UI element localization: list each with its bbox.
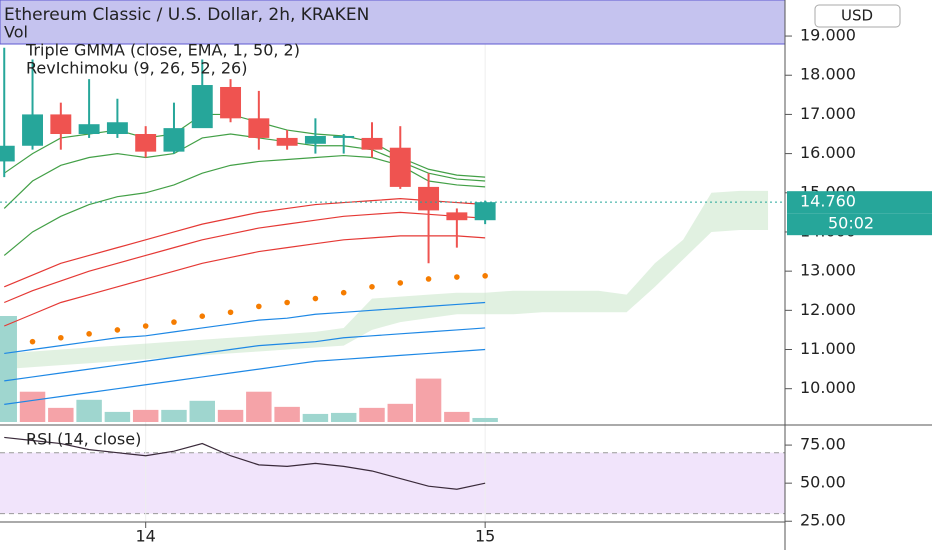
currency: USD [841, 7, 873, 25]
rsi-line [4, 436, 486, 490]
ichimoku-dot [454, 274, 460, 280]
y-tick-label: 18.000 [800, 65, 856, 84]
gmma-line [4, 235, 486, 327]
volume-bar [19, 391, 46, 422]
y-tick-label: 10.000 [800, 378, 856, 397]
candle-body [22, 114, 43, 146]
ichimoku-dot [171, 319, 177, 325]
volume-bar [48, 407, 74, 422]
ichimoku-dot [199, 313, 206, 320]
gmma-line [3, 133, 486, 209]
ichimoku-dot [86, 331, 92, 337]
ichimoku-dot [284, 299, 290, 306]
rsi-tick-label: 50.00 [800, 473, 846, 492]
candle-body [50, 114, 72, 135]
volume-bar [132, 409, 159, 422]
ichimoku-dot [482, 273, 488, 279]
candle-body [191, 85, 213, 129]
ichimoku-cloud [4, 190, 769, 370]
volume-bar [104, 411, 131, 422]
volume-bar [76, 399, 102, 422]
ichimoku-dot [369, 284, 375, 290]
ichimoku-dot [340, 289, 347, 296]
candle-body [276, 137, 298, 146]
ichimoku-dot [397, 280, 404, 286]
gmma-line [4, 211, 486, 304]
rsi-tick-label: 75.00 [800, 435, 846, 454]
gmma-line [4, 327, 486, 382]
indicator-label: RevIchimoku (9, 26, 52, 26) [26, 59, 247, 78]
volume-bar [189, 400, 215, 422]
candle-body [389, 147, 411, 187]
ichimoku-dot [312, 295, 319, 302]
candle-body [304, 135, 326, 144]
ichimoku-dot [114, 327, 121, 333]
last-price-box [787, 191, 932, 214]
volume-bar [302, 413, 329, 422]
y-tick-label: 12.000 [800, 300, 856, 319]
y-tick-label: 19.000 [800, 26, 856, 45]
ichimoku-dot [425, 276, 432, 282]
candle-body [106, 122, 128, 135]
volume-bar [0, 316, 17, 422]
y-tick-label: 17.000 [800, 104, 856, 123]
candle-body [446, 212, 468, 221]
y-tick-label: 16.000 [800, 143, 856, 162]
countdown-label: 50:02 [828, 214, 874, 233]
countdown-box [787, 213, 932, 236]
ichimoku [4, 190, 769, 370]
candle-body [78, 124, 100, 135]
gmma-line [4, 198, 486, 288]
volume-bar [217, 409, 244, 422]
currency-box[interactable] [814, 4, 901, 28]
candle-body [361, 137, 383, 150]
candle-body [135, 134, 157, 152]
candle-body [474, 202, 496, 221]
gmma-line [4, 348, 486, 405]
ichimoku-dot [227, 309, 234, 316]
rsi-tick-label: 25.00 [800, 511, 846, 530]
ichimoku-dot [142, 323, 149, 329]
volume-bar [246, 391, 272, 422]
candle-body [333, 135, 355, 138]
candle-body [418, 186, 440, 211]
volume-bar [161, 409, 187, 422]
volume-bar [274, 406, 300, 422]
indicator-label: Triple GMMA (close, EMA, 1, 50, 2) [25, 41, 300, 60]
candle-body [248, 118, 270, 138]
rsi-band [0, 452, 785, 514]
background [0, 0, 785, 522]
x-tick-label: 15 [475, 527, 495, 546]
volume-bar [359, 407, 385, 422]
gmma-line [3, 154, 486, 256]
ichimoku-dot [256, 303, 262, 310]
volume-bar [387, 403, 414, 422]
volume [0, 316, 498, 422]
candle-body [220, 86, 242, 119]
y-tick-label: 11.000 [800, 339, 856, 358]
indicator-label: Vol [4, 23, 28, 42]
chart-title: Ethereum Classic / U.S. Dollar, 2h, KRAK… [4, 5, 369, 25]
y-tick-label: 13.000 [800, 261, 856, 280]
volume-bar [444, 411, 470, 422]
gmma-line [3, 113, 486, 178]
candle-body [163, 128, 185, 152]
gmma-line [4, 301, 486, 355]
volume-bar [330, 412, 357, 422]
ichimoku-dot [58, 334, 64, 341]
candle-body [0, 145, 15, 162]
candles [0, 47, 496, 264]
x-tick-label: 14 [136, 527, 156, 546]
dots [29, 273, 488, 345]
title-bar [0, 0, 786, 45]
last-price-label: 14.760 [800, 192, 856, 211]
volume-bar [472, 417, 498, 422]
volume-bar [415, 378, 442, 422]
ichimoku-dot [29, 338, 36, 345]
rsi-label: RSI (14, close) [26, 430, 141, 449]
